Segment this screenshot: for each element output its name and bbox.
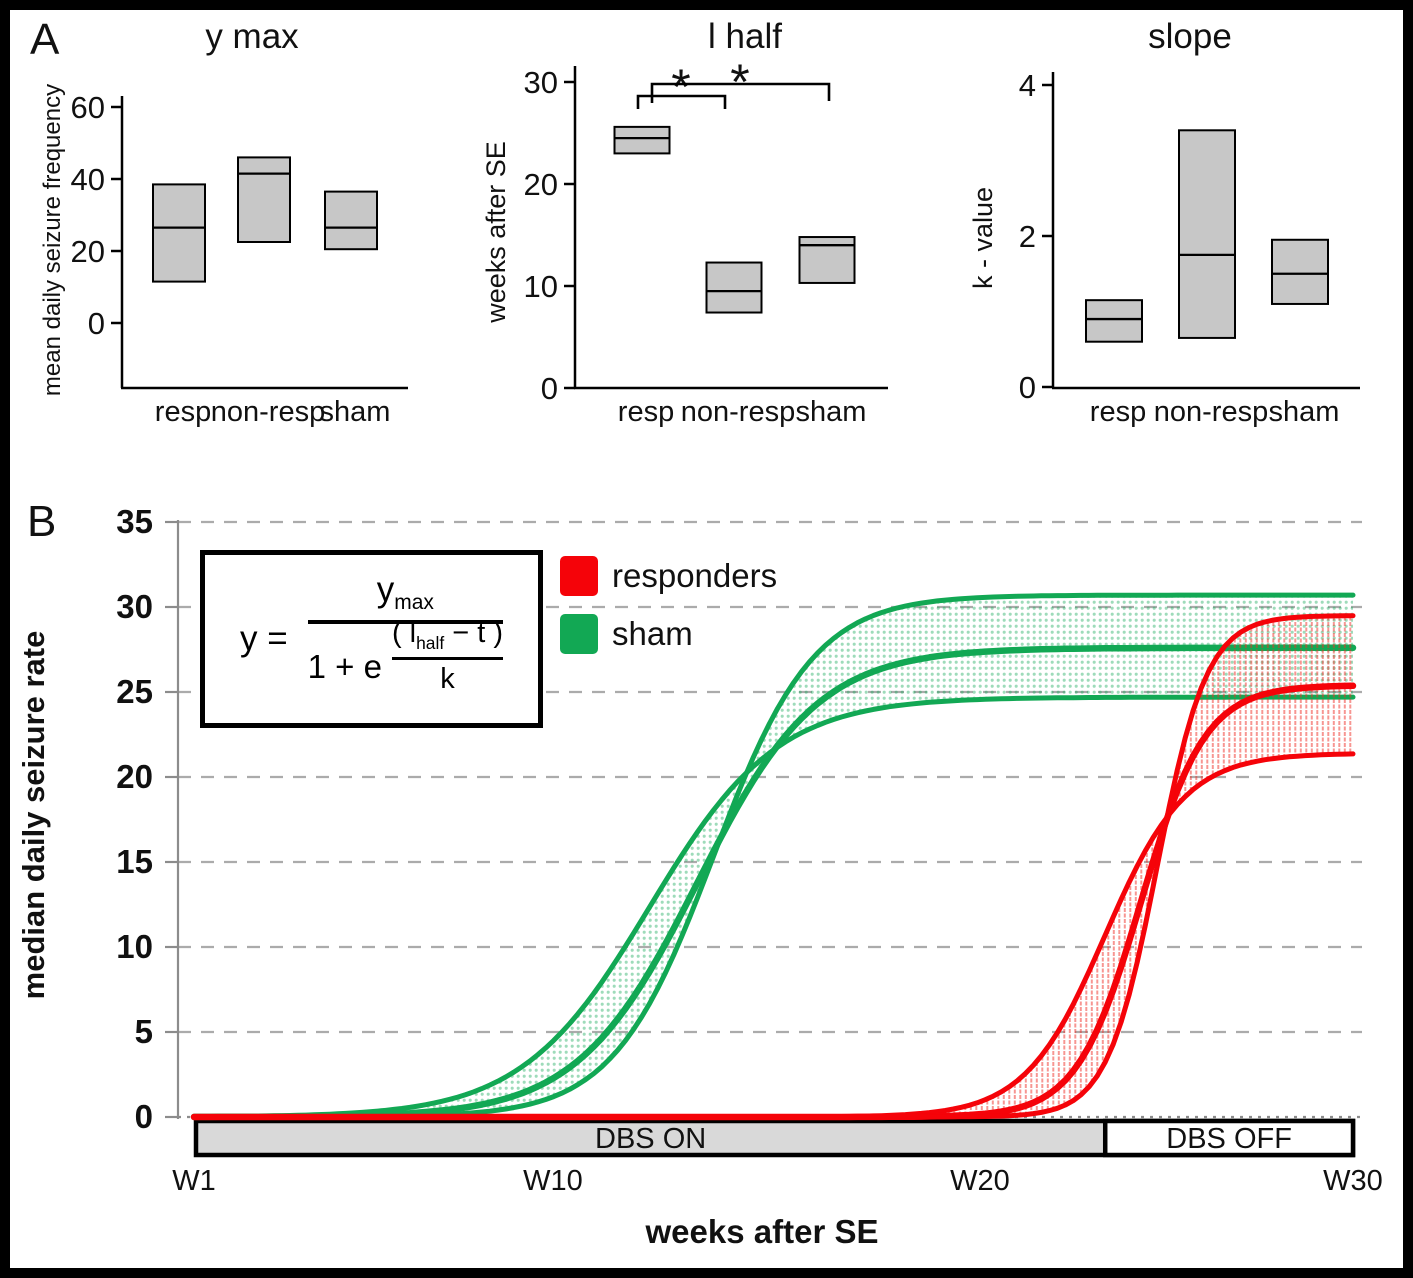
y-tick-label: 25 — [116, 673, 153, 710]
category-label: resp — [155, 396, 211, 428]
dbs-off-bar — [1102, 1118, 1356, 1158]
dbs-off-label: DBS OFF — [1166, 1123, 1292, 1155]
category-label: resp — [618, 396, 674, 428]
y-tick-label: 10 — [524, 269, 558, 304]
equation-ymax-sub: max — [394, 591, 434, 615]
y-tick-label: 0 — [541, 371, 558, 406]
box-resp — [152, 183, 206, 283]
y-tick-label: 40 — [71, 162, 105, 197]
equation-exponent-numerator: ( lhalf − t ) — [391, 617, 504, 653]
equation-box: y = ymax 1 + e ( lhalf − t ) k — [200, 550, 543, 728]
chart-title: l half — [708, 17, 782, 56]
y-tick-label: 15 — [116, 843, 153, 880]
y-axis-title: k - value — [968, 187, 998, 289]
y-axis-title: mean daily seizure frequency — [39, 84, 66, 396]
y-tick-label: 20 — [116, 758, 153, 795]
boxchart-y-max: y max mean daily seizure frequency 0 20 40 60… — [39, 17, 408, 428]
responders-lower-curve — [191, 751, 1356, 1120]
y-axis-title: median daily seizure rate — [16, 631, 51, 1000]
y-tick-label: 0 — [135, 1098, 153, 1135]
box-sham — [798, 236, 856, 284]
panel-b-letter: B — [27, 497, 56, 546]
significance-asterisk-2: * — [730, 54, 749, 110]
plot-legend: responders sham — [560, 556, 777, 654]
chart-title: y max — [205, 17, 299, 56]
y-tick-label: 5 — [135, 1013, 153, 1050]
equation-denominator-prefix: 1 + e — [307, 647, 382, 685]
box-sham — [1271, 238, 1329, 305]
y-tick-label: 0 — [1019, 370, 1036, 405]
category-label: sham — [320, 396, 391, 428]
equation-lhs: y = — [239, 619, 288, 658]
box-non-resp — [705, 261, 763, 314]
equation-fraction: ymax 1 + e ( lhalf − t ) k — [307, 572, 504, 706]
category-label: non-resp — [1154, 396, 1268, 428]
y-tick-label: 2 — [1019, 219, 1036, 254]
boxchart-slope: slope k - value 0 2 4 resp non-resp sham — [968, 17, 1360, 428]
significance-bracket-2 — [650, 82, 831, 103]
y-tick-label: 0 — [88, 306, 105, 341]
fraction-bar — [307, 620, 504, 625]
boxchart-l-half: l half weeks after SE 0 10 20 30 resp non-resp s… — [481, 17, 888, 428]
chart-title: slope — [1148, 17, 1232, 56]
y-tick-label: 4 — [1019, 68, 1036, 103]
exponent-fraction-bar — [391, 657, 504, 661]
category-label: sham — [796, 396, 867, 428]
equation-exponent-denominator: k — [440, 663, 455, 696]
equation-exponent-fraction: ( lhalf − t ) k — [391, 617, 504, 696]
x-tick-label-W1: W1 — [172, 1165, 216, 1197]
series-responders — [190, 613, 1357, 1121]
significance-bracket-1 — [636, 94, 727, 109]
x-tick-label-W30: W30 — [1323, 1165, 1383, 1197]
significance-asterisk-1: * — [671, 59, 690, 115]
x-axis-title: weeks after SE — [645, 1213, 879, 1250]
category-label: non-resp — [681, 396, 795, 428]
y-tick-label: 35 — [116, 503, 153, 540]
box-resp — [613, 125, 671, 155]
y-tick-label: 20 — [71, 234, 105, 269]
y-tick-label: 30 — [116, 588, 153, 625]
category-label: resp — [1090, 396, 1146, 428]
legend-swatch-responders — [560, 556, 598, 596]
box-sham — [324, 190, 378, 251]
dbs-on-label: DBS ON — [595, 1123, 706, 1155]
y-axis-title: weeks after SE — [481, 141, 511, 324]
box-non-resp — [1178, 129, 1236, 339]
box-non-resp — [237, 156, 291, 243]
y-tick-label: 20 — [524, 167, 558, 202]
y-tick-label: 60 — [71, 90, 105, 125]
y-tick-label: 10 — [116, 928, 153, 965]
equation-numerator: ymax — [377, 572, 434, 613]
panel-b-sigmoid-plot: 0 5 10 15 20 25 30 35 DBS ON DBS OFF W1 W10 W20 W30 we… — [16, 503, 1383, 1250]
equation-denominator: 1 + e ( lhalf − t ) k — [307, 617, 504, 706]
legend-label-sham: sham — [612, 615, 693, 652]
responders-confidence-band — [194, 615, 1353, 1117]
legend-swatch-sham — [560, 614, 598, 654]
panel-a-letter: A — [30, 15, 60, 64]
box-resp — [1085, 299, 1143, 343]
x-tick-label-W10: W10 — [523, 1165, 583, 1197]
x-tick-label-W20: W20 — [950, 1165, 1010, 1197]
legend-label-responders: responders — [612, 557, 777, 594]
equation-ymax: y — [376, 570, 395, 610]
category-label: non-resp — [211, 396, 325, 428]
y-tick-label: 30 — [524, 65, 558, 100]
category-label: sham — [1269, 396, 1340, 428]
responders-upper-curve — [191, 613, 1356, 1120]
